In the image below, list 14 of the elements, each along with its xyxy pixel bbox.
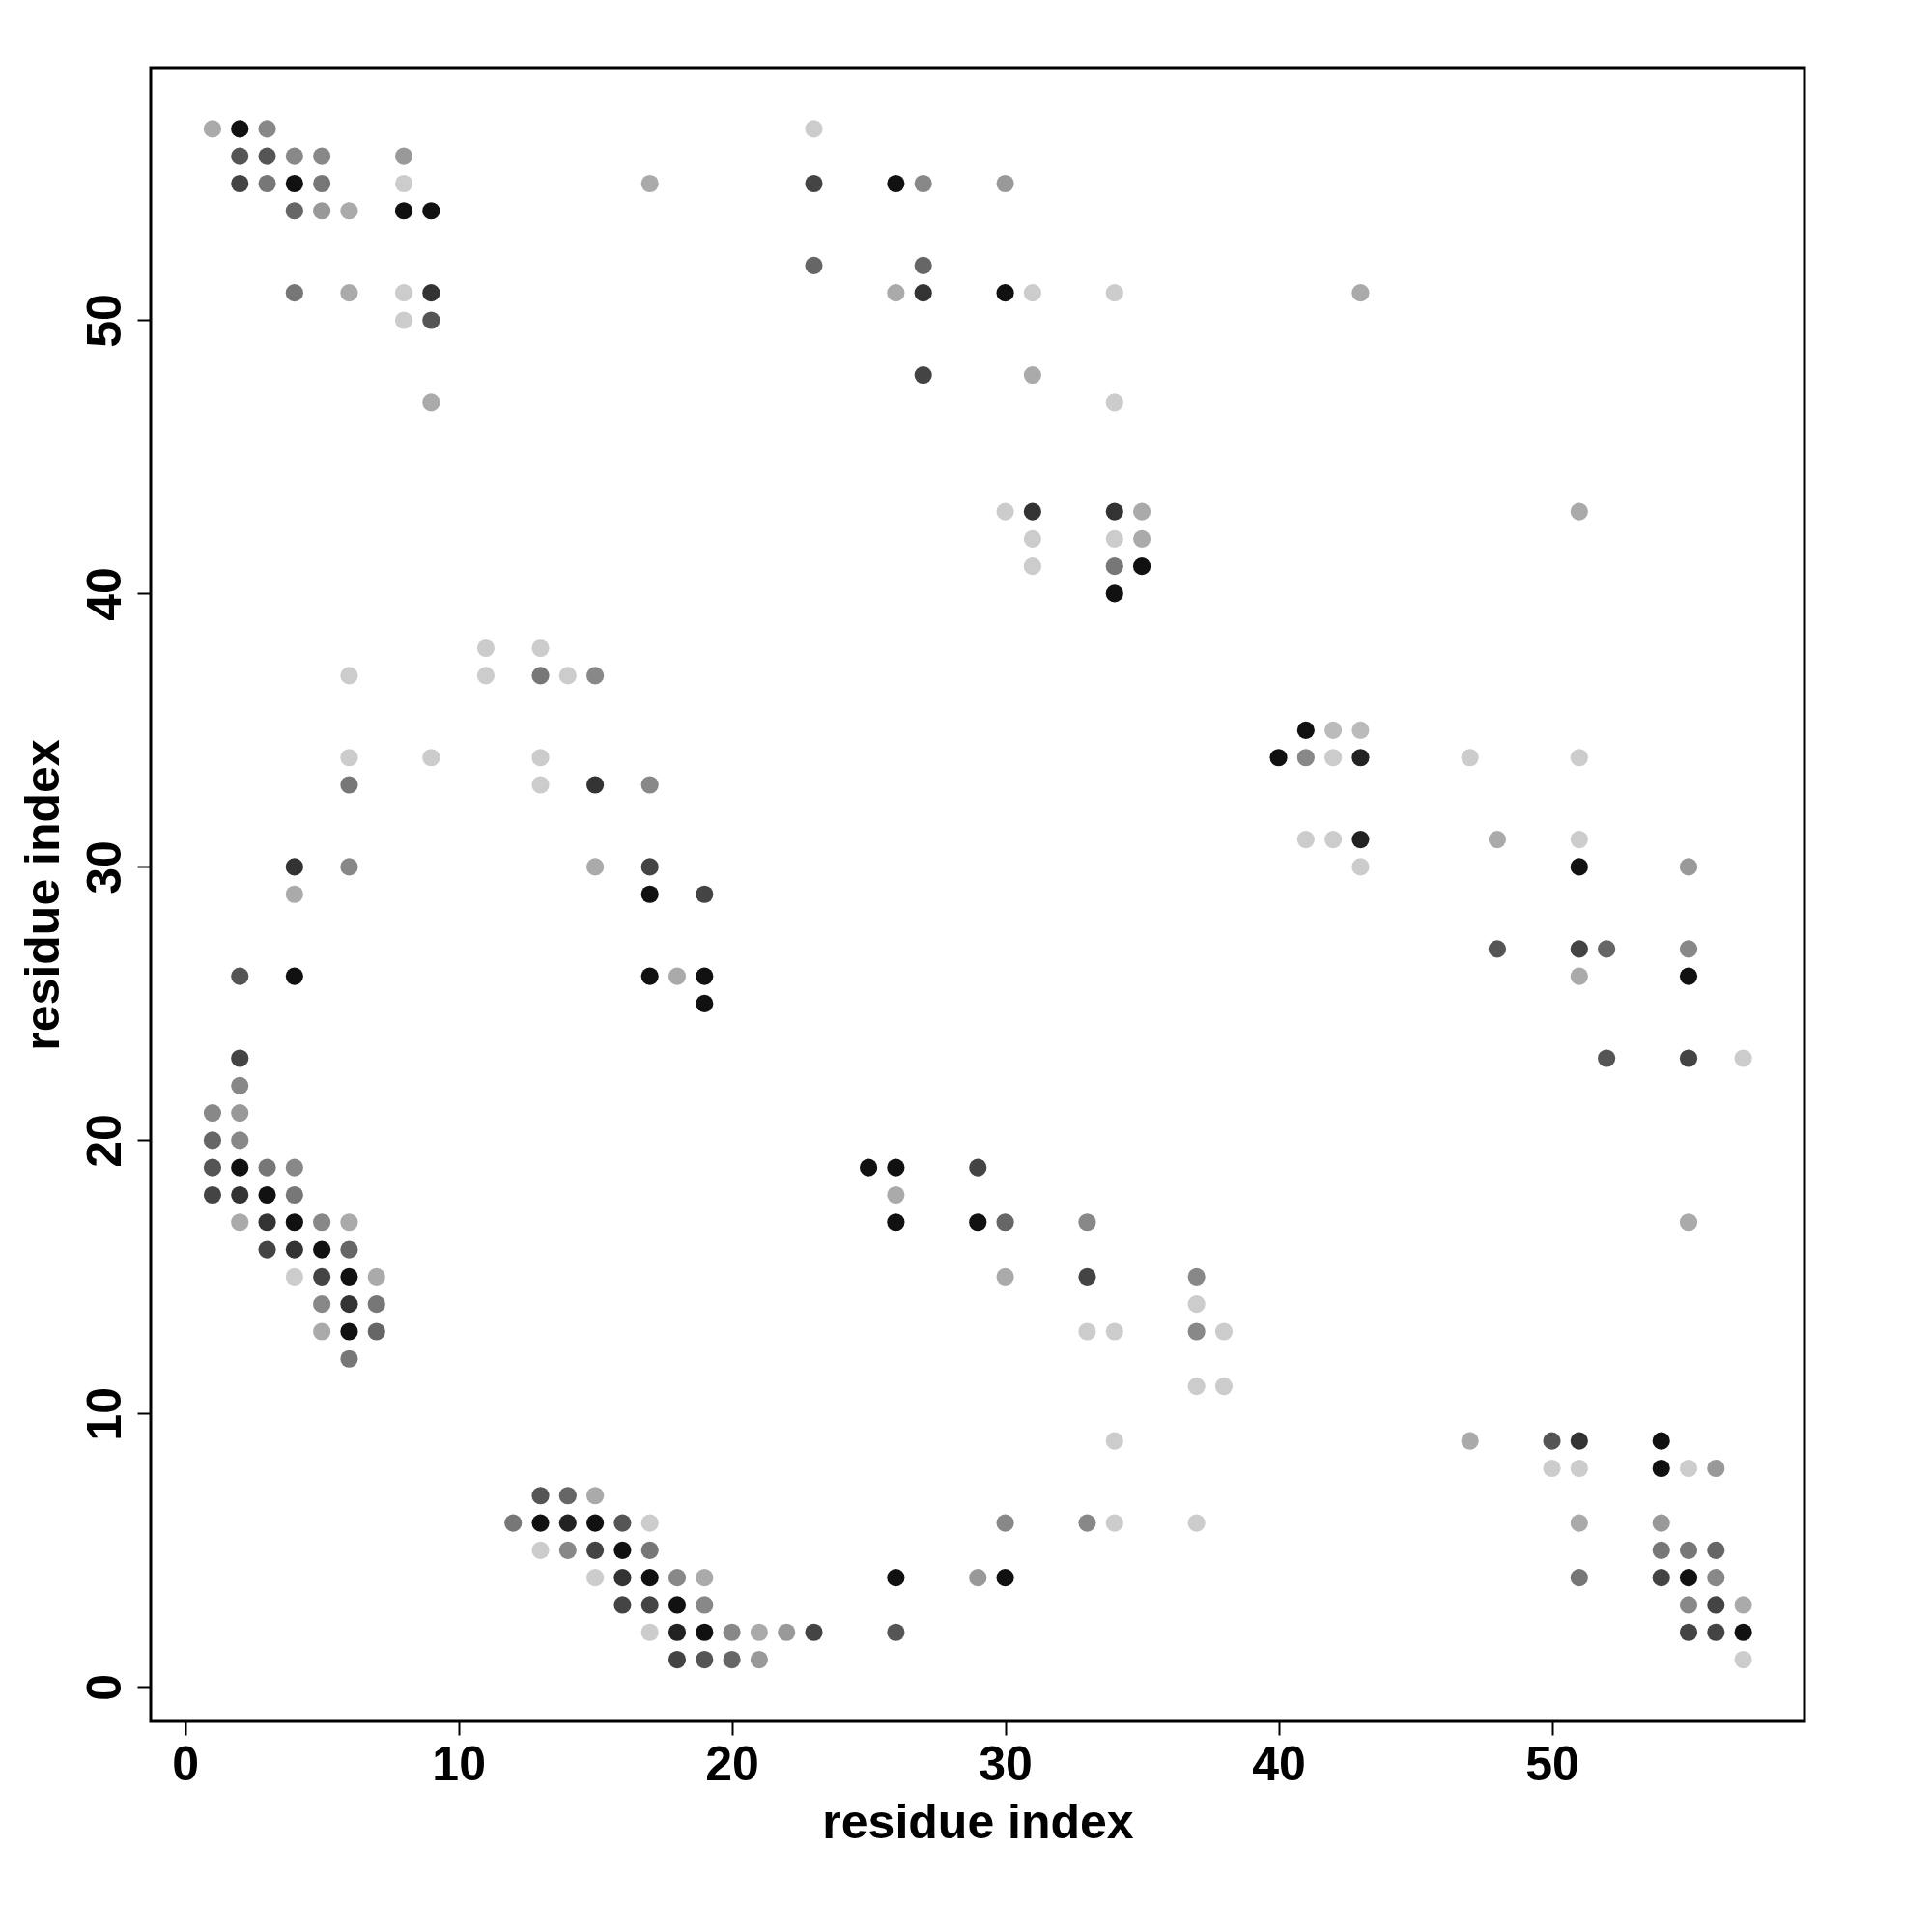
y-tick-label: 0 bbox=[76, 1673, 131, 1701]
y-axis-title: residue index bbox=[14, 739, 70, 1051]
x-tick-label: 50 bbox=[1525, 1736, 1579, 1791]
x-tick-label: 0 bbox=[172, 1736, 200, 1791]
x-tick-label: 30 bbox=[979, 1736, 1033, 1791]
y-tick-label: 10 bbox=[76, 1387, 131, 1441]
x-tick-label: 40 bbox=[1252, 1736, 1306, 1791]
x-axis-title: residue index bbox=[822, 1794, 1134, 1849]
x-tick-label: 10 bbox=[432, 1736, 486, 1791]
y-tick-label: 30 bbox=[76, 840, 131, 895]
x-tick-label: 20 bbox=[705, 1736, 759, 1791]
y-tick-label: 40 bbox=[76, 567, 131, 621]
y-tick-label: 20 bbox=[76, 1114, 131, 1168]
y-tick-label: 50 bbox=[76, 294, 131, 348]
